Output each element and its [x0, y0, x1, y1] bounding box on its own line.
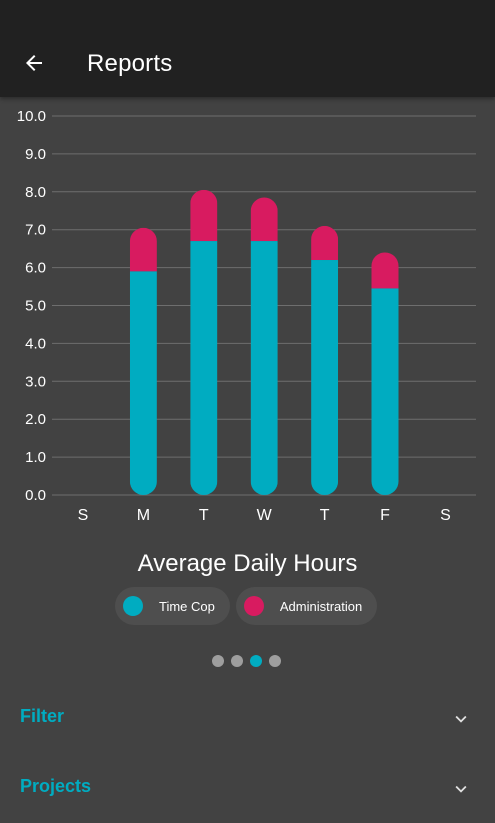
bar-chart: 0.0 1.0 2.0 3.0 4.0 5.0 6.0 7.0 8.0 9.0 10.0 S M T W T F…: [17, 108, 476, 524]
x-tick-label: T: [320, 507, 330, 524]
bar-time-cop[interactable]: [371, 288, 399, 495]
page-title: Reports: [87, 50, 173, 77]
projects-label: Projects: [20, 776, 92, 796]
y-tick-label: 6.0: [25, 260, 46, 277]
legend-item-time-cop[interactable]: Time Cop: [115, 587, 230, 625]
page-dot-4[interactable]: [269, 655, 281, 667]
projects-section-header[interactable]: Projects: [0, 762, 495, 818]
bar-time-cop[interactable]: [129, 271, 157, 495]
legend-label: Administration: [279, 598, 363, 614]
bar-administration[interactable]: [311, 225, 339, 261]
x-tick-label: S: [440, 507, 451, 524]
back-button[interactable]: [14, 46, 54, 80]
page-dot-3[interactable]: [250, 655, 262, 667]
bar-administration[interactable]: [129, 227, 157, 272]
y-tick-label: 2.0: [25, 411, 46, 428]
legend-item-administration[interactable]: Administration: [235, 587, 378, 625]
page-indicator: [212, 655, 281, 667]
page-dot-1[interactable]: [212, 655, 224, 667]
legend-swatch-time-cop: [123, 596, 143, 616]
chart-title: Average Daily Hours: [137, 550, 358, 577]
bar-administration[interactable]: [250, 197, 278, 242]
x-tick-label: M: [137, 507, 150, 524]
x-tick-label: T: [199, 507, 209, 524]
bar-time-cop[interactable]: [190, 241, 218, 495]
chevron-down-icon: [455, 715, 467, 723]
bar-time-cop[interactable]: [311, 260, 339, 495]
bar-administration[interactable]: [371, 252, 399, 289]
y-tick-label: 10.0: [17, 108, 46, 125]
filter-label: Filter: [20, 706, 65, 726]
y-tick-label: 9.0: [25, 146, 46, 163]
x-tick-label: S: [78, 507, 89, 524]
filter-section-header[interactable]: Filter: [0, 692, 495, 748]
legend-label: Time Cop: [159, 598, 215, 614]
y-tick-label: 4.0: [25, 335, 46, 352]
y-tick-label: 8.0: [25, 184, 46, 201]
app-bar: Reports: [0, 0, 495, 97]
y-tick-label: 1.0: [25, 449, 46, 466]
y-tick-label: 3.0: [25, 373, 46, 390]
legend-swatch-administration: [243, 596, 264, 616]
x-tick-label: W: [257, 507, 273, 524]
y-tick-label: 7.0: [25, 222, 46, 239]
y-tick-label: 5.0: [25, 298, 46, 315]
bar-time-cop[interactable]: [250, 241, 278, 495]
chevron-down-icon: [455, 785, 467, 793]
bar-administration[interactable]: [190, 189, 218, 242]
y-tick-label: 0.0: [25, 487, 46, 504]
page-dot-2[interactable]: [231, 655, 243, 667]
chart-legend: Time Cop Administration: [115, 587, 378, 625]
arrow-left-icon: [26, 55, 42, 71]
x-tick-label: F: [380, 507, 390, 524]
